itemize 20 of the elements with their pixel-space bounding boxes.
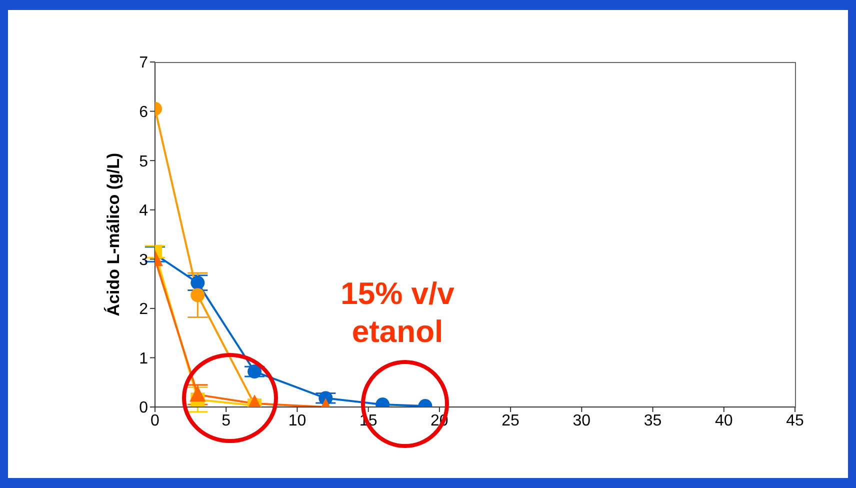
- y-tick-label: 5: [139, 153, 148, 170]
- x-tick-label: 5: [222, 412, 231, 430]
- y-tick-label: 2: [139, 301, 148, 318]
- y-tick-label: 3: [139, 252, 148, 269]
- x-tick-label: 35: [644, 412, 662, 430]
- x-tick-label: 25: [502, 412, 520, 430]
- x-tick-label: 0: [150, 412, 160, 430]
- y-tick-label: 1: [139, 350, 148, 368]
- y-tick-label: 6: [139, 104, 148, 121]
- y-tick-label: 4: [139, 202, 148, 220]
- y-tick-label: 0: [139, 400, 148, 417]
- x-tick-label: 10: [288, 412, 306, 430]
- y-tick-label: 7: [139, 54, 148, 72]
- annotation: 15% v/v etanol: [340, 275, 456, 351]
- x-tick-label: 30: [572, 412, 591, 430]
- point: [190, 276, 205, 290]
- point: [190, 386, 206, 402]
- x-tick-label: 40: [714, 412, 733, 430]
- y-axis-title: Ácido L-málico (g/L): [103, 152, 124, 316]
- x-tick-label: 45: [786, 412, 804, 430]
